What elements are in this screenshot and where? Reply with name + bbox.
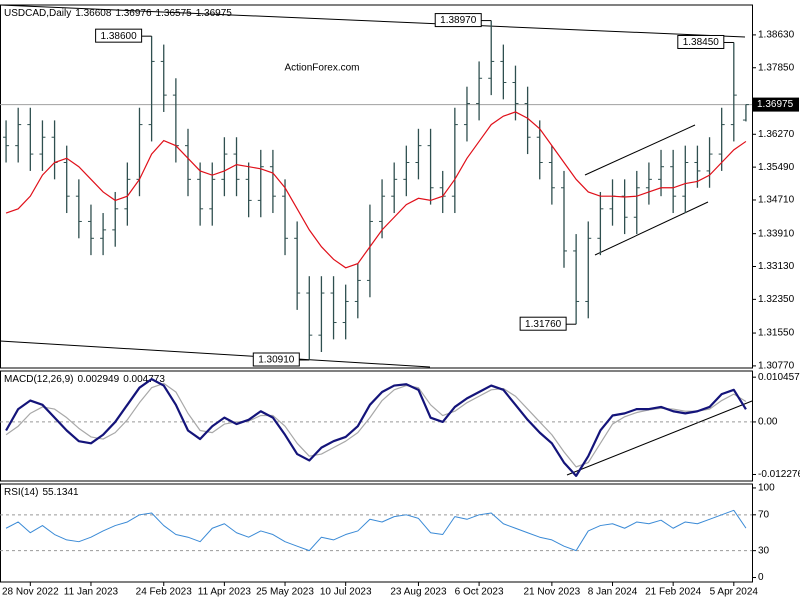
- title-part: 0.002949: [77, 374, 119, 385]
- title-part: 55.1341: [42, 487, 79, 498]
- y-tick-label: 0.00: [758, 417, 778, 428]
- channel-line: [594, 201, 709, 256]
- moving-average: [5, 111, 747, 269]
- title-part: 1.36976: [115, 8, 152, 19]
- title-part: MACD(12,26,9): [4, 374, 73, 385]
- trendline: [0, 340, 431, 368]
- y-tick-label: 0: [758, 572, 764, 583]
- x-tick-label: 10 Jul 2023: [320, 587, 372, 598]
- x-tick-label: 25 May 2023: [256, 587, 314, 598]
- x-tick-label: 6 Oct 2023: [455, 587, 504, 598]
- y-tick-label: 1.36270: [758, 129, 795, 140]
- y-tick-label: 1.32350: [758, 294, 795, 305]
- title-part: 1.36975: [196, 8, 233, 19]
- channel-line: [584, 124, 696, 176]
- pane-title: USDCAD,Daily 1.36608 1.36976 1.36575 1.36975: [4, 8, 232, 19]
- line-series: [5, 382, 747, 468]
- line-series: [5, 378, 747, 477]
- rsi-pane: [0, 483, 753, 583]
- annotation-label: 1.30910: [258, 355, 295, 366]
- title-part: RSI(14): [4, 487, 38, 498]
- annotation-label: 1.38450: [683, 37, 720, 48]
- y-tick-label: 30: [758, 545, 770, 556]
- annotation-label: 1.31760: [525, 319, 562, 330]
- y-tick-label: 1.30770: [758, 361, 795, 372]
- y-tick-label: 70: [758, 509, 770, 520]
- watermark: ActionForex.com: [284, 63, 359, 74]
- x-tick-label: 11 Apr 2023: [198, 587, 252, 598]
- x-tick-label: 24 Feb 2023: [136, 587, 193, 598]
- x-tick-label: 21 Nov 2023: [524, 587, 581, 598]
- pane-title: MACD(12,26,9) 0.002949 0.004773: [4, 374, 165, 385]
- annotation-box: [434, 13, 482, 28]
- y-tick-label: 1.35490: [758, 162, 795, 173]
- x-tick-label: 5 Apr 2024: [710, 587, 759, 598]
- title-part: 1.36608: [75, 8, 112, 19]
- y-tick-label: 100: [758, 483, 775, 494]
- y-tick-label: 1.37850: [758, 62, 795, 73]
- x-tick-label: 8 Jan 2024: [588, 587, 638, 598]
- trendline: [0, 4, 746, 38]
- macd-trendline: [566, 400, 753, 476]
- annotation-label: 1.38600: [101, 31, 138, 42]
- title-part: 1.36575: [156, 8, 193, 19]
- y-tick-label: 1.38630: [758, 30, 795, 41]
- annotation-box: [252, 352, 300, 367]
- y-tick-label: 1.33910: [758, 228, 795, 239]
- x-tick-label: 21 Feb 2024: [645, 587, 702, 598]
- annotation-box: [519, 316, 567, 331]
- price-pane: [0, 4, 753, 369]
- annotation-label: 1.38970: [440, 15, 477, 26]
- y-tick-label: -0.012276: [758, 469, 800, 480]
- y-tick-label: 1.31550: [758, 328, 795, 339]
- pane-title: RSI(14) 55.1341: [4, 487, 79, 498]
- x-tick-label: 28 Nov 2022: [2, 587, 59, 598]
- current-price-box: [753, 97, 799, 112]
- y-tick-label: 0.010457: [758, 372, 800, 383]
- title-part: 0.004773: [123, 374, 165, 385]
- x-tick-label: 23 Aug 2023: [390, 587, 447, 598]
- title-part: USDCAD,Daily: [4, 8, 71, 19]
- annotation-box: [95, 28, 143, 43]
- trendlines: [0, 4, 753, 476]
- x-tick-label: 11 Jan 2023: [64, 587, 119, 598]
- annotation-box: [677, 34, 725, 49]
- line-series: [5, 509, 747, 552]
- y-tick-label: 1.34710: [758, 195, 795, 206]
- y-tick-label: 1.33130: [758, 261, 795, 272]
- macd-pane: [0, 370, 753, 482]
- current-price-label: 1.36975: [757, 99, 794, 110]
